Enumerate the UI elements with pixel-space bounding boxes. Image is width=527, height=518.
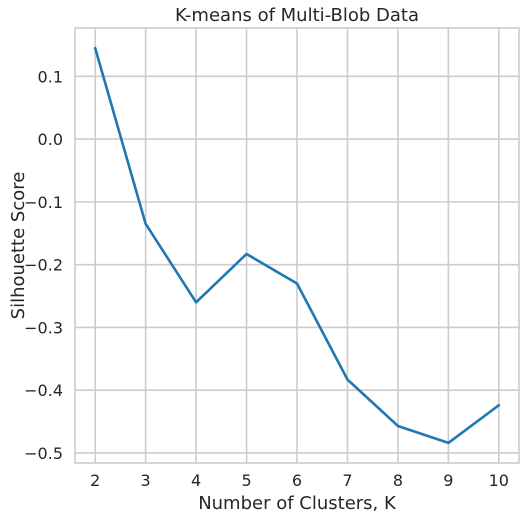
x-tick-label: 5	[241, 471, 251, 490]
y-tick-label: −0.4	[24, 381, 63, 400]
x-tick-label: 3	[141, 471, 151, 490]
x-tick-label: 8	[393, 471, 403, 490]
y-tick-label: −0.5	[24, 444, 63, 463]
y-tick-labels: 0.1 0.0 −0.1 −0.2 −0.3 −0.4 −0.5	[24, 67, 63, 463]
x-axis-title: Number of Clusters, K	[198, 493, 397, 514]
y-tick-label: −0.3	[24, 318, 63, 337]
y-axis-title: Silhouette Score	[8, 172, 29, 320]
chart-title: K-means of Multi-Blob Data	[175, 5, 419, 26]
y-tick-label: 0.1	[38, 67, 63, 86]
x-tick-label: 7	[342, 471, 352, 490]
x-tick-label: 6	[292, 471, 302, 490]
y-tick-label: −0.1	[24, 193, 63, 212]
x-tick-label: 4	[191, 471, 201, 490]
grid-lines	[75, 28, 519, 463]
y-tick-label: −0.2	[24, 256, 63, 275]
x-tick-labels: 2 3 4 5 6 7 8 9 10	[90, 471, 509, 490]
x-tick-label: 9	[443, 471, 453, 490]
y-tick-label: 0.0	[38, 130, 63, 149]
x-tick-label: 2	[90, 471, 100, 490]
x-tick-label: 10	[489, 471, 509, 490]
